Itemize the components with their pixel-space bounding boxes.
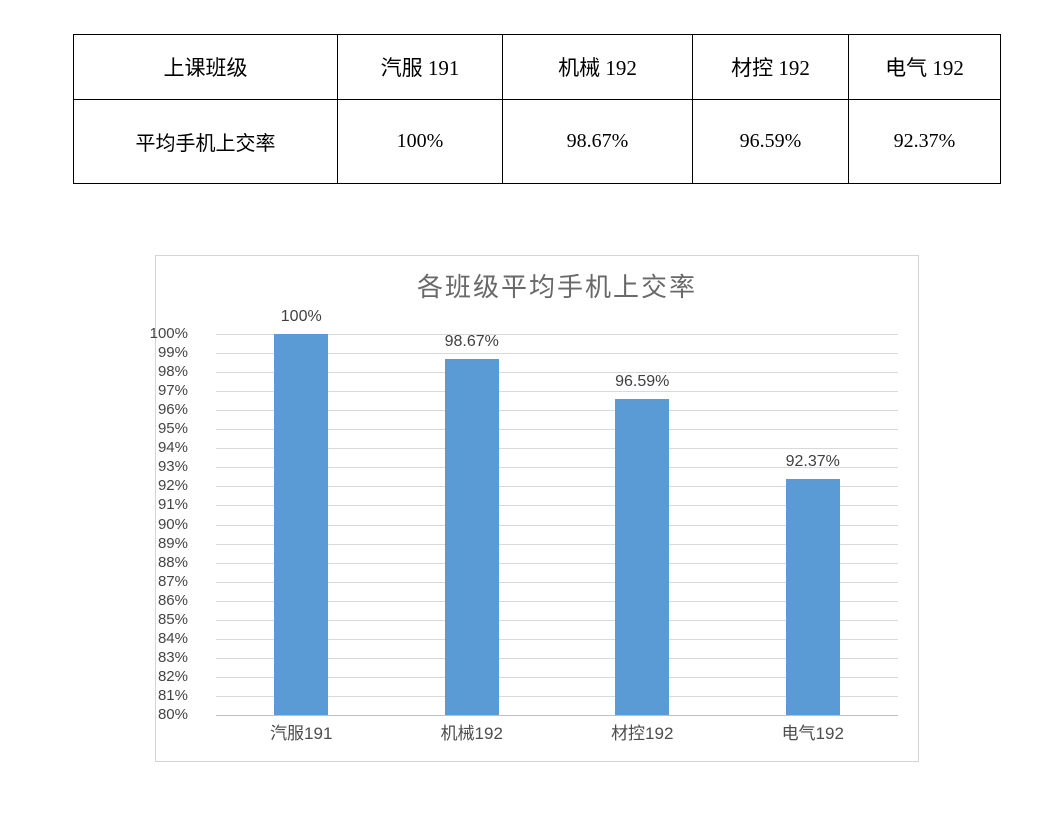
y-tick-label: 81% xyxy=(157,686,188,704)
table-cell: 100% xyxy=(337,99,503,184)
table-header-cell: 机械 192 xyxy=(502,34,693,100)
y-tick-label: 93% xyxy=(157,458,188,476)
y-tick-label: 97% xyxy=(157,382,188,400)
gridline xyxy=(216,600,898,602)
gridline xyxy=(216,486,898,488)
gridline xyxy=(216,448,898,450)
y-tick-label: 86% xyxy=(157,591,188,609)
y-tick-label: 82% xyxy=(157,667,188,685)
y-tick-label: 85% xyxy=(157,610,188,628)
y-tick-label: 100% xyxy=(149,325,188,342)
table-header-cell: 汽服 191 xyxy=(337,34,503,100)
gridline xyxy=(216,467,898,469)
y-tick-label: 87% xyxy=(157,572,188,590)
x-category-label: 材控192 xyxy=(611,724,674,743)
y-tick-label: 83% xyxy=(157,648,188,666)
y-tick-label: 95% xyxy=(157,420,188,438)
y-tick-label: 90% xyxy=(157,515,188,533)
table-cell: 98.67% xyxy=(502,99,693,184)
gridline xyxy=(216,505,898,507)
gridline xyxy=(216,353,898,355)
chart-bar xyxy=(444,359,499,715)
bar-chart: 各班级平均手机上交率 80% 81% 82% 83% 84% 85% 86% 87% 88% 89… xyxy=(150,255,919,762)
table-row-classes: 上课班级 汽服 191 机械 192 材控 192 电气 192 xyxy=(73,34,1001,100)
chart-bar xyxy=(785,479,840,715)
gridline xyxy=(216,676,898,678)
gridline xyxy=(216,543,898,545)
y-tick-label: 94% xyxy=(157,439,188,457)
bar-data-label: 92.37% xyxy=(785,453,840,471)
gridline xyxy=(216,334,898,335)
gridline xyxy=(216,429,898,431)
y-tick-label: 92% xyxy=(157,477,188,495)
table-header-cell: 材控 192 xyxy=(692,34,849,100)
x-category-label: 电气192 xyxy=(781,724,844,743)
y-tick-label: 84% xyxy=(157,629,188,647)
phone-submission-rate-table: 上课班级 汽服 191 机械 192 材控 192 电气 192 平均手机上交率… xyxy=(73,34,1001,184)
table-cell: 平均手机上交率 xyxy=(73,99,338,184)
table-header-cell: 电气 192 xyxy=(848,34,1001,100)
table-row-rates: 平均手机上交率 100% 98.67% 96.59% 92.37% xyxy=(73,99,1001,184)
gridline xyxy=(216,581,898,583)
gridline xyxy=(216,619,898,621)
gridline xyxy=(216,524,898,526)
gridline xyxy=(216,391,898,393)
gridline xyxy=(216,562,898,564)
gridline xyxy=(216,695,898,697)
y-tick-label: 88% xyxy=(157,553,188,571)
gridline xyxy=(216,657,898,659)
bar-data-label: 100% xyxy=(280,308,322,325)
table-cell: 92.37% xyxy=(848,99,1001,184)
chart-bar xyxy=(615,398,670,715)
y-tick-label: 80% xyxy=(157,706,188,723)
y-tick-label: 96% xyxy=(157,401,188,419)
table-cell: 96.59% xyxy=(692,99,849,184)
x-category-label: 机械192 xyxy=(440,724,503,743)
gridline xyxy=(216,372,898,374)
y-tick-label: 91% xyxy=(157,496,188,514)
plot-area: 80% 81% 82% 83% 84% 85% 86% 87% 88% 89% 90% 91% 92% 9… xyxy=(150,308,898,723)
gridline xyxy=(216,410,898,412)
table-header-cell: 上课班级 xyxy=(73,34,338,100)
y-tick-label: 99% xyxy=(157,344,188,362)
chart-bar xyxy=(274,334,329,715)
chart-title: 各班级平均手机上交率 xyxy=(416,272,697,302)
bar-data-label: 96.59% xyxy=(615,372,670,390)
y-tick-label: 89% xyxy=(157,534,188,552)
x-category-label: 汽服191 xyxy=(270,724,333,743)
bar-data-label: 98.67% xyxy=(444,333,499,351)
gridline xyxy=(216,638,898,640)
y-tick-label: 98% xyxy=(157,363,188,381)
x-axis-line xyxy=(216,715,898,716)
